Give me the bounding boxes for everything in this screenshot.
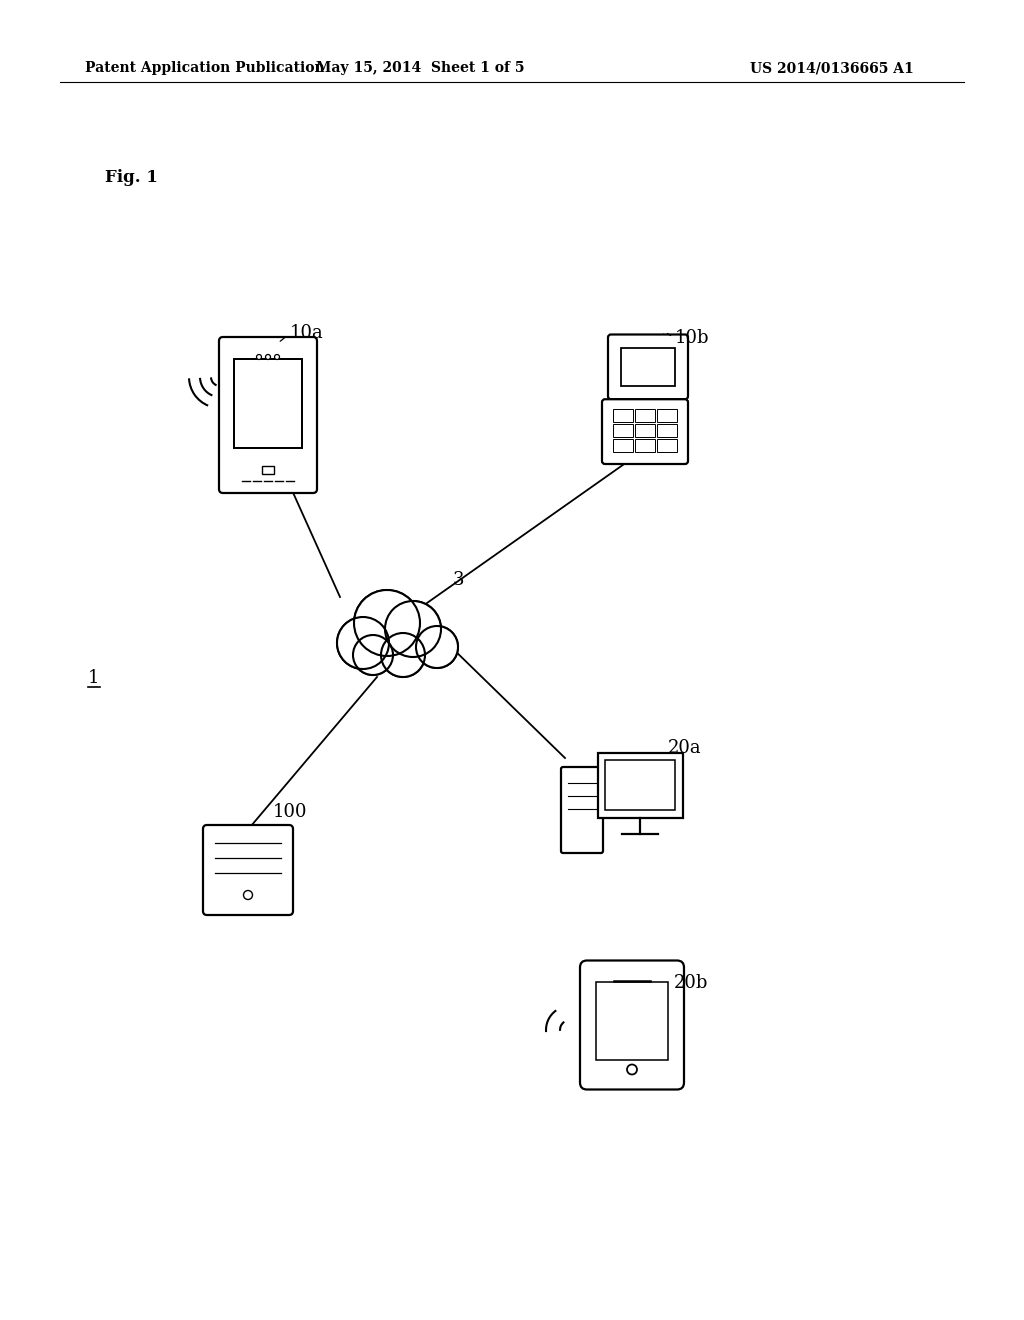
- Bar: [233, 359, 302, 447]
- Circle shape: [353, 635, 393, 675]
- Circle shape: [256, 355, 261, 359]
- Circle shape: [381, 634, 425, 677]
- Circle shape: [354, 590, 420, 656]
- Text: 10a: 10a: [290, 323, 324, 342]
- Text: 10b: 10b: [675, 329, 710, 347]
- Bar: [635, 440, 655, 451]
- Bar: [635, 409, 655, 422]
- Text: 20a: 20a: [668, 739, 701, 756]
- Bar: [657, 440, 677, 451]
- Circle shape: [274, 355, 280, 359]
- Bar: [613, 409, 633, 422]
- Text: 1: 1: [88, 669, 99, 686]
- Text: 100: 100: [273, 803, 307, 821]
- Text: Fig. 1: Fig. 1: [105, 169, 158, 186]
- Bar: [657, 409, 677, 422]
- Circle shape: [265, 355, 270, 359]
- Circle shape: [416, 626, 458, 668]
- Circle shape: [627, 1064, 637, 1074]
- FancyBboxPatch shape: [219, 337, 317, 492]
- Text: May 15, 2014  Sheet 1 of 5: May 15, 2014 Sheet 1 of 5: [315, 61, 524, 75]
- Circle shape: [337, 616, 389, 669]
- Circle shape: [386, 602, 440, 656]
- Circle shape: [417, 627, 457, 667]
- Bar: [613, 440, 633, 451]
- Text: 3: 3: [453, 572, 465, 589]
- Text: US 2014/0136665 A1: US 2014/0136665 A1: [750, 61, 913, 75]
- Bar: [622, 347, 675, 385]
- Bar: [613, 424, 633, 437]
- Circle shape: [355, 591, 419, 655]
- Bar: [596, 982, 668, 1060]
- Circle shape: [338, 618, 388, 668]
- Text: 20b: 20b: [674, 974, 709, 993]
- Bar: [635, 424, 655, 437]
- FancyBboxPatch shape: [580, 961, 684, 1089]
- Text: Patent Application Publication: Patent Application Publication: [85, 61, 325, 75]
- FancyBboxPatch shape: [602, 399, 688, 465]
- Bar: [597, 752, 683, 817]
- Bar: [657, 424, 677, 437]
- Circle shape: [354, 636, 392, 675]
- Circle shape: [244, 891, 253, 899]
- FancyBboxPatch shape: [203, 825, 293, 915]
- Bar: [605, 760, 675, 809]
- Circle shape: [382, 634, 424, 676]
- FancyBboxPatch shape: [608, 334, 688, 399]
- FancyBboxPatch shape: [561, 767, 603, 853]
- Circle shape: [385, 601, 441, 657]
- Bar: [262, 466, 274, 474]
